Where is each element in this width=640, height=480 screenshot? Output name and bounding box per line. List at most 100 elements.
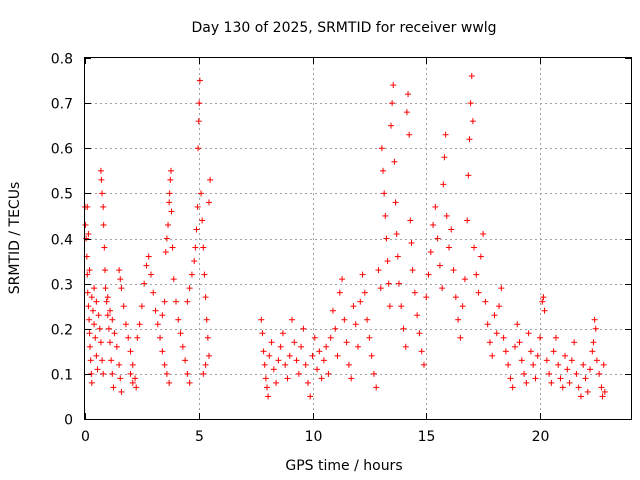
data-point (166, 199, 173, 206)
data-point (86, 267, 93, 274)
data-point (110, 384, 117, 391)
data-point (157, 334, 164, 341)
data-point (408, 240, 415, 247)
data-point (309, 352, 316, 359)
data-point (182, 357, 189, 364)
data-point (341, 316, 348, 323)
data-point (84, 289, 91, 296)
data-point (320, 357, 327, 364)
data-point (493, 330, 500, 337)
data-point (94, 366, 101, 373)
data-point (348, 375, 355, 382)
data-point (100, 221, 107, 228)
data-point (511, 343, 518, 350)
data-point (136, 321, 143, 328)
plot-frame (84, 57, 632, 420)
data-point (196, 100, 203, 107)
data-point (264, 384, 270, 391)
data-point (601, 388, 608, 395)
data-point (202, 294, 209, 301)
data-point (571, 339, 578, 346)
data-point (334, 352, 341, 359)
data-point (467, 100, 474, 107)
data-point (414, 312, 421, 319)
data-point (409, 267, 416, 274)
data-point (484, 321, 491, 328)
data-point (100, 370, 107, 377)
data-point (564, 366, 571, 373)
data-point (407, 217, 414, 224)
data-point (543, 357, 550, 364)
y-tick-label: 0.6 (51, 142, 73, 158)
data-point (154, 321, 161, 328)
data-point (113, 343, 120, 350)
data-point (163, 235, 170, 242)
data-point (461, 276, 468, 283)
data-point (390, 82, 397, 89)
data-point (127, 348, 134, 355)
data-point (258, 316, 265, 323)
data-point (99, 190, 106, 197)
data-point (316, 348, 323, 355)
data-point (188, 271, 195, 278)
data-point (147, 271, 154, 278)
data-point (84, 203, 91, 210)
data-point (599, 393, 606, 400)
data-point (441, 154, 448, 161)
axis-ticks: 0 0.1 0.2 0.3 0.4 0.5 0.6 0.7 0.8 0 5 10 15 20 (51, 52, 631, 445)
data-point (268, 339, 275, 346)
data-point (530, 361, 537, 368)
data-point (566, 379, 573, 386)
data-point (327, 334, 334, 341)
data-point (88, 379, 95, 386)
data-point (568, 357, 575, 364)
data-point (557, 375, 564, 382)
data-point (395, 280, 402, 287)
data-point (505, 361, 512, 368)
data-point (591, 316, 598, 323)
data-point (596, 370, 603, 377)
data-point (345, 361, 352, 368)
data-point (477, 253, 484, 260)
data-point (127, 370, 134, 377)
data-point (352, 321, 359, 328)
x-tick-label: 5 (195, 429, 204, 445)
data-point (491, 312, 498, 319)
data-point (194, 203, 201, 210)
data-point (259, 330, 266, 337)
data-point (466, 136, 473, 143)
x-tick-label: 0 (81, 429, 90, 445)
data-point (541, 307, 548, 314)
data-point (402, 343, 409, 350)
data-point (152, 307, 159, 314)
data-point (589, 348, 596, 355)
data-point (562, 352, 569, 359)
data-point (97, 339, 104, 346)
data-point (464, 217, 471, 224)
data-point (450, 267, 457, 274)
grid-layer (85, 58, 631, 419)
data-point (550, 348, 557, 355)
data-point (87, 343, 94, 350)
data-point (262, 375, 269, 382)
data-point (593, 357, 600, 364)
data-point (116, 361, 123, 368)
data-point (302, 361, 309, 368)
data-point (88, 370, 95, 377)
data-point (88, 294, 95, 301)
data-point (186, 379, 193, 386)
data-point (166, 190, 173, 197)
data-point (89, 307, 96, 314)
data-point (289, 316, 296, 323)
data-point (480, 230, 487, 237)
data-point (138, 303, 145, 310)
data-point (582, 375, 589, 382)
data-point (442, 131, 449, 138)
data-point (109, 316, 116, 323)
data-point (432, 203, 439, 210)
data-point (378, 145, 385, 152)
data-point (383, 235, 390, 242)
data-point (425, 271, 432, 278)
data-point (282, 361, 289, 368)
